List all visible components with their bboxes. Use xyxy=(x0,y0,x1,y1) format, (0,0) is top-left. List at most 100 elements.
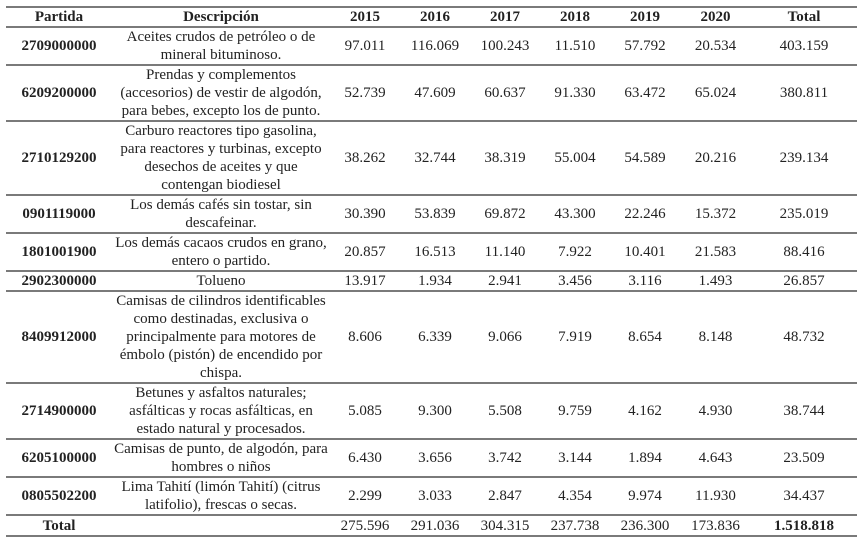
year-value-cell: 116.069 xyxy=(400,27,470,66)
year-value-cell: 4.354 xyxy=(540,477,610,516)
empty-cell xyxy=(112,515,330,537)
year-value-cell: 10.401 xyxy=(610,233,680,272)
table-row: 8409912000 Camisas de cilindros identific… xyxy=(6,291,857,384)
row-total-cell: 38.744 xyxy=(751,383,857,440)
row-total-cell: 26.857 xyxy=(751,271,857,292)
year-value-cell: 52.739 xyxy=(330,65,400,122)
year-value-cell: 38.319 xyxy=(470,121,540,196)
partida-cell: 2714900000 xyxy=(6,383,112,440)
year-value-cell: 5.085 xyxy=(330,383,400,440)
year-value-cell: 63.472 xyxy=(610,65,680,122)
exports-table: Partida Descripción 2015 2016 2017 2018 2019 20… xyxy=(6,6,857,537)
year-value-cell: 69.872 xyxy=(470,195,540,234)
table-row: 2902300000 Tolueno 13.917 1.934 2.941 3.456 3.… xyxy=(6,271,857,292)
year-total-cell: 173.836 xyxy=(680,515,751,537)
year-value-cell: 43.300 xyxy=(540,195,610,234)
row-total-cell: 403.159 xyxy=(751,27,857,66)
descripcion-cell: Los demás cacaos crudos en grano, entero… xyxy=(112,233,330,272)
year-value-cell: 91.330 xyxy=(540,65,610,122)
row-total-cell: 235.019 xyxy=(751,195,857,234)
partida-cell: 1801001900 xyxy=(6,233,112,272)
year-value-cell: 22.246 xyxy=(610,195,680,234)
year-value-cell: 2.847 xyxy=(470,477,540,516)
year-value-cell: 20.534 xyxy=(680,27,751,66)
year-value-cell: 3.742 xyxy=(470,439,540,478)
year-value-cell: 21.583 xyxy=(680,233,751,272)
year-value-cell: 8.606 xyxy=(330,291,400,384)
year-value-cell: 30.390 xyxy=(330,195,400,234)
year-value-cell: 15.372 xyxy=(680,195,751,234)
year-value-cell: 32.744 xyxy=(400,121,470,196)
partida-cell: 2902300000 xyxy=(6,271,112,292)
year-value-cell: 6.430 xyxy=(330,439,400,478)
table-row: 0805502200 Lima Tahití (limón Tahití) (ci… xyxy=(6,477,857,516)
year-value-cell: 47.609 xyxy=(400,65,470,122)
partida-cell: 6209200000 xyxy=(6,65,112,122)
year-total-cell: 237.738 xyxy=(540,515,610,537)
descripcion-cell: Betunes y asfaltos naturales; asfálticas… xyxy=(112,383,330,440)
year-value-cell: 9.974 xyxy=(610,477,680,516)
table-row: 6209200000 Prendas y complementos (acceso… xyxy=(6,65,857,122)
year-value-cell: 11.140 xyxy=(470,233,540,272)
row-total-cell: 48.732 xyxy=(751,291,857,384)
year-value-cell: 9.300 xyxy=(400,383,470,440)
descripcion-cell: Lima Tahití (limón Tahití) (citrus latif… xyxy=(112,477,330,516)
year-value-cell: 100.243 xyxy=(470,27,540,66)
year-value-cell: 7.922 xyxy=(540,233,610,272)
partida-cell: 2709000000 xyxy=(6,27,112,66)
year-value-cell: 1.894 xyxy=(610,439,680,478)
year-value-cell: 4.930 xyxy=(680,383,751,440)
year-value-cell: 2.299 xyxy=(330,477,400,516)
descripcion-cell: Los demás cafés sin tostar, sin descafei… xyxy=(112,195,330,234)
table-row: 6205100000 Camisas de punto, de algodón, … xyxy=(6,439,857,478)
row-total-cell: 23.509 xyxy=(751,439,857,478)
year-value-cell: 57.792 xyxy=(610,27,680,66)
year-value-cell: 65.024 xyxy=(680,65,751,122)
year-total-cell: 304.315 xyxy=(470,515,540,537)
year-value-cell: 38.262 xyxy=(330,121,400,196)
table-row: 2709000000 Aceites crudos de petróleo o d… xyxy=(6,27,857,66)
year-value-cell: 16.513 xyxy=(400,233,470,272)
year-value-cell: 9.759 xyxy=(540,383,610,440)
column-header: Partida xyxy=(6,6,112,28)
table-row: 2710129200 Carburo reactores tipo gasolin… xyxy=(6,121,857,196)
year-value-cell: 54.589 xyxy=(610,121,680,196)
column-header: Total xyxy=(751,6,857,28)
row-total-cell: 239.134 xyxy=(751,121,857,196)
total-row: Total 275.596 291.036 304.315 237.738 236.300… xyxy=(6,515,857,537)
year-value-cell: 11.930 xyxy=(680,477,751,516)
descripcion-cell: Carburo reactores tipo gasolina, para re… xyxy=(112,121,330,196)
year-value-cell: 4.643 xyxy=(680,439,751,478)
year-value-cell: 6.339 xyxy=(400,291,470,384)
column-header: 2020 xyxy=(680,6,751,28)
total-label: Total xyxy=(6,515,112,537)
year-value-cell: 8.148 xyxy=(680,291,751,384)
table-row: 2714900000 Betunes y asfaltos naturales; … xyxy=(6,383,857,440)
year-value-cell: 3.144 xyxy=(540,439,610,478)
year-value-cell: 3.116 xyxy=(610,271,680,292)
partida-cell: 8409912000 xyxy=(6,291,112,384)
partida-cell: 2710129200 xyxy=(6,121,112,196)
grand-total-cell: 1.518.818 xyxy=(751,515,857,537)
row-total-cell: 380.811 xyxy=(751,65,857,122)
year-total-cell: 275.596 xyxy=(330,515,400,537)
year-value-cell: 3.656 xyxy=(400,439,470,478)
year-value-cell: 13.917 xyxy=(330,271,400,292)
column-header: 2016 xyxy=(400,6,470,28)
partida-cell: 6205100000 xyxy=(6,439,112,478)
descripcion-cell: Camisas de cilindros identificables como… xyxy=(112,291,330,384)
descripcion-cell: Camisas de punto, de algodón, para hombr… xyxy=(112,439,330,478)
year-value-cell: 3.456 xyxy=(540,271,610,292)
column-header: Descripción xyxy=(112,6,330,28)
column-header: 2015 xyxy=(330,6,400,28)
year-value-cell: 3.033 xyxy=(400,477,470,516)
table-row: 0901119000 Los demás cafés sin tostar, si… xyxy=(6,195,857,234)
descripcion-cell: Aceites crudos de petróleo o de mineral … xyxy=(112,27,330,66)
year-total-cell: 291.036 xyxy=(400,515,470,537)
year-value-cell: 11.510 xyxy=(540,27,610,66)
year-total-cell: 236.300 xyxy=(610,515,680,537)
descripcion-cell: Tolueno xyxy=(112,271,330,292)
year-value-cell: 4.162 xyxy=(610,383,680,440)
partida-cell: 0805502200 xyxy=(6,477,112,516)
row-total-cell: 88.416 xyxy=(751,233,857,272)
